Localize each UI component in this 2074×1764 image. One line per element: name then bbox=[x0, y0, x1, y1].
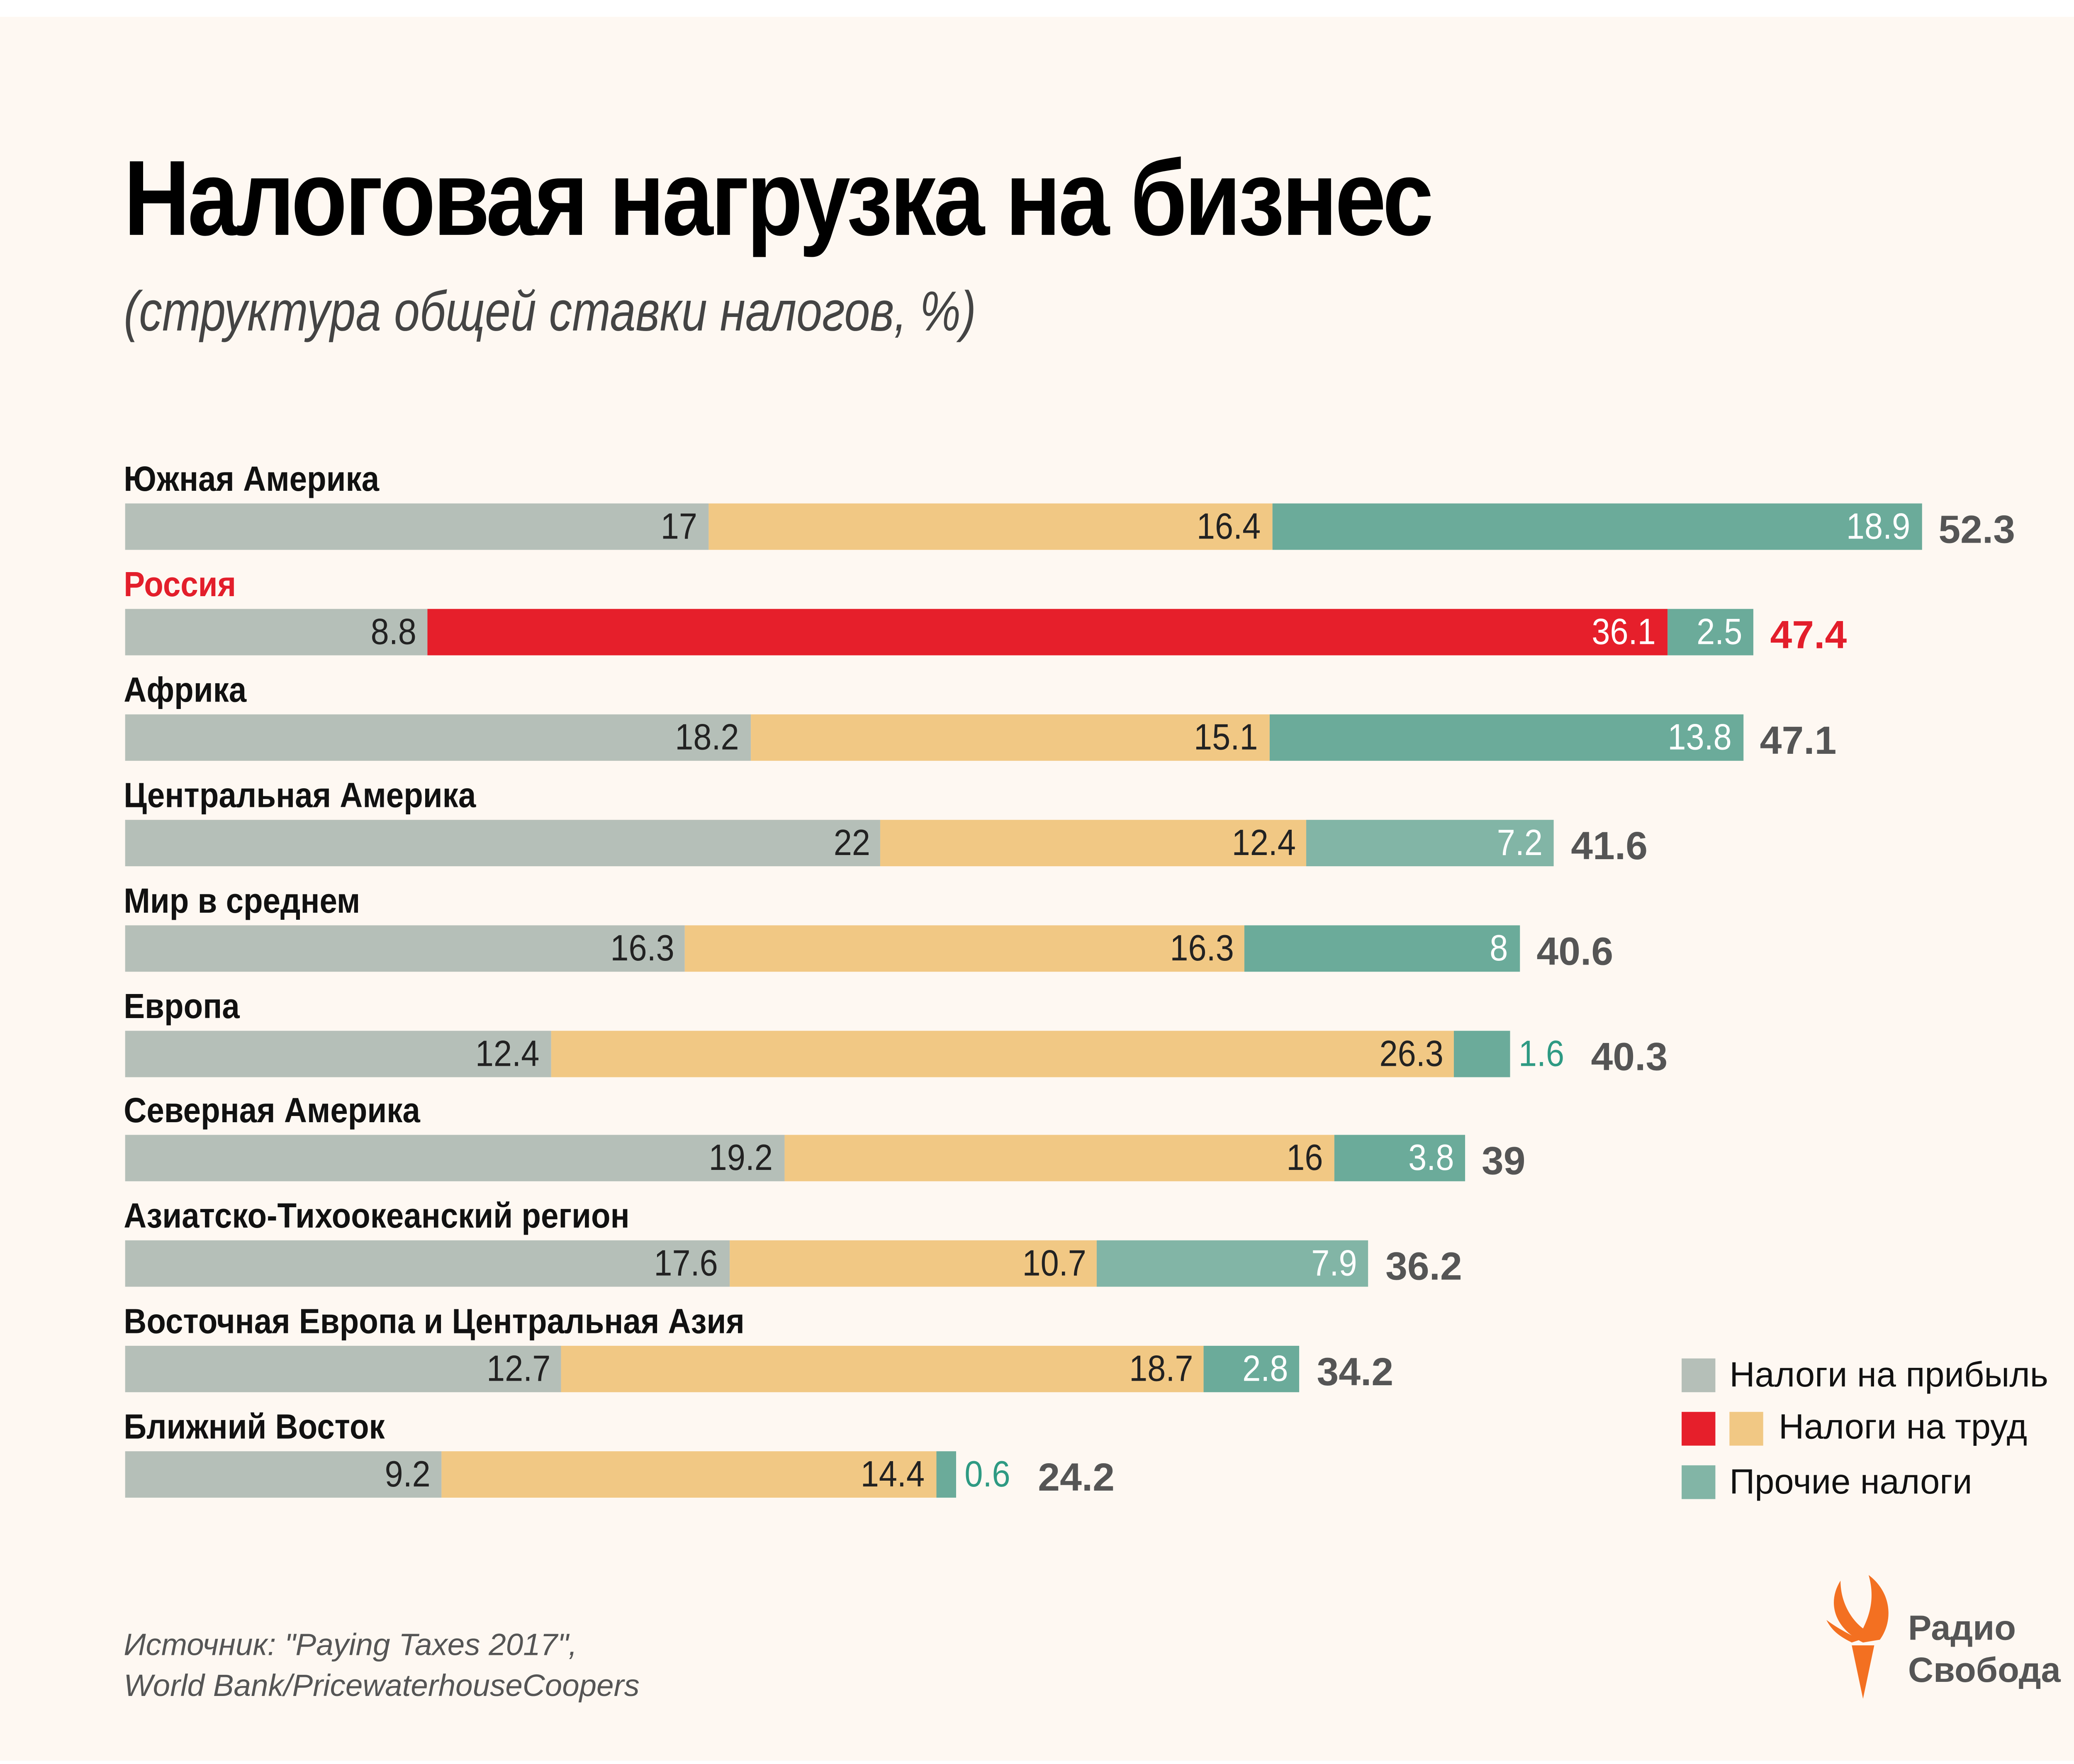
data-label-other: 13.8 bbox=[1667, 715, 1732, 758]
data-label-other: 7.9 bbox=[1312, 1242, 1358, 1284]
logo-line-2: Свобода bbox=[1908, 1651, 2061, 1691]
source-note: Источник: "Paying Taxes 2017", World Ban… bbox=[124, 1624, 639, 1706]
data-label-labor: 16.4 bbox=[1197, 504, 1261, 547]
bar-segment-labor bbox=[730, 1240, 1098, 1287]
bar-segment-other bbox=[1097, 1240, 1369, 1287]
data-label-profit: 12.4 bbox=[476, 1031, 540, 1074]
category-label: Россия bbox=[124, 565, 236, 605]
total-label: 40.6 bbox=[1536, 929, 1614, 973]
bar-segment-other bbox=[1203, 1346, 1300, 1393]
total-label: 39 bbox=[1481, 1139, 1526, 1184]
logo-line-1: Радио bbox=[1908, 1608, 2016, 1648]
chart-title: Налоговая нагрузка на бизнес bbox=[124, 139, 1434, 259]
data-label-other: 8 bbox=[1490, 926, 1509, 969]
total-label: 24.2 bbox=[1038, 1455, 1115, 1499]
chart-subtitle: (структура общей ставки налогов, %) bbox=[124, 281, 976, 344]
source-line-2: World Bank/PricewaterhouseCoopers bbox=[124, 1668, 640, 1703]
data-label-other: 0.6 bbox=[965, 1452, 1011, 1495]
bar-segment-other bbox=[1454, 1030, 1509, 1077]
logo-text: Радио Свобода bbox=[1908, 1607, 2061, 1691]
legend-label-profit: Налоги на прибыль bbox=[1729, 1355, 2048, 1395]
bar-segment-other bbox=[936, 1451, 957, 1498]
data-label-labor: 18.7 bbox=[1128, 1347, 1193, 1390]
bar-segment-other bbox=[1245, 925, 1520, 971]
data-label-profit: 9.2 bbox=[384, 1452, 430, 1495]
bar-segment-profit bbox=[125, 819, 881, 866]
category-label: Северная Америка bbox=[124, 1092, 420, 1131]
data-label-labor: 16 bbox=[1286, 1137, 1323, 1179]
bar-segment-labor bbox=[784, 1135, 1334, 1182]
legend-swatch-labor-russia bbox=[1682, 1412, 1716, 1446]
bar-segment-labor bbox=[750, 714, 1269, 761]
radio-svoboda-torch-icon bbox=[1826, 1575, 1889, 1699]
legend-label-labor: Налоги на труд bbox=[1778, 1408, 2028, 1447]
bar-segment-other bbox=[1667, 609, 1753, 655]
data-label-labor: 12.4 bbox=[1231, 821, 1296, 863]
bar-segment-profit bbox=[125, 1451, 441, 1498]
bar-segment-labor bbox=[441, 1451, 936, 1498]
bar-segment-profit bbox=[125, 714, 750, 761]
legend-label-other: Прочие налоги bbox=[1729, 1462, 1972, 1502]
bar-segment-profit bbox=[125, 1346, 562, 1393]
bar-segment-other bbox=[1307, 819, 1554, 866]
bar-segment-other bbox=[1272, 503, 1922, 550]
data-label-profit: 19.2 bbox=[709, 1137, 774, 1179]
total-label: 47.4 bbox=[1770, 613, 1847, 657]
bar-segment-profit bbox=[125, 1240, 730, 1287]
data-label-labor: 36.1 bbox=[1592, 610, 1656, 653]
bar-segment-other bbox=[1269, 714, 1743, 761]
bar-segment-profit bbox=[125, 1030, 551, 1077]
top-strip bbox=[0, 0, 2074, 17]
data-label-other: 3.8 bbox=[1407, 1137, 1454, 1179]
bar-segment-labor bbox=[561, 1346, 1204, 1393]
data-label-other: 2.5 bbox=[1696, 610, 1742, 653]
total-label: 52.3 bbox=[1938, 507, 2016, 551]
category-label: Мир в среднем bbox=[124, 881, 360, 921]
bar-segment-labor bbox=[685, 925, 1245, 971]
total-label: 36.2 bbox=[1385, 1245, 1462, 1289]
total-label: 40.3 bbox=[1591, 1034, 1668, 1078]
bar-segment-profit bbox=[125, 503, 709, 550]
bar-segment-labor bbox=[427, 609, 1667, 655]
bar-segment-labor bbox=[881, 819, 1307, 866]
data-label-profit: 17 bbox=[661, 504, 698, 547]
category-label: Европа bbox=[124, 986, 240, 1026]
data-label-other: 18.9 bbox=[1846, 504, 1911, 547]
category-label: Центральная Америка bbox=[124, 776, 476, 815]
source-line-1: Источник: "Paying Taxes 2017", bbox=[124, 1627, 577, 1662]
legend-swatch-labor bbox=[1729, 1412, 1763, 1446]
category-label: Восточная Европа и Центральная Азия bbox=[124, 1302, 745, 1342]
bar-segment-labor bbox=[551, 1030, 1455, 1077]
total-label: 41.6 bbox=[1571, 824, 1648, 867]
data-label-profit: 8.8 bbox=[370, 610, 416, 653]
bar-segment-labor bbox=[709, 503, 1273, 550]
total-label: 34.2 bbox=[1317, 1350, 1394, 1394]
bar-segment-profit bbox=[125, 925, 685, 971]
category-label: Азиатско-Тихоокеанский регион bbox=[124, 1197, 630, 1237]
data-label-labor: 16.3 bbox=[1169, 926, 1234, 969]
category-label: Южная Америка bbox=[124, 460, 380, 499]
category-label: Ближний Восток bbox=[124, 1408, 385, 1447]
data-label-labor: 26.3 bbox=[1379, 1031, 1444, 1074]
data-label-labor: 15.1 bbox=[1193, 715, 1258, 758]
data-label-labor: 14.4 bbox=[860, 1452, 925, 1495]
data-label-labor: 10.7 bbox=[1022, 1242, 1086, 1284]
data-label-other: 7.2 bbox=[1497, 821, 1543, 863]
data-label-other: 2.8 bbox=[1243, 1347, 1289, 1390]
bar-segment-profit bbox=[125, 1135, 785, 1182]
data-label-profit: 16.3 bbox=[610, 926, 674, 969]
data-label-profit: 17.6 bbox=[654, 1242, 719, 1284]
legend-swatch-other bbox=[1682, 1465, 1716, 1499]
data-label-profit: 18.2 bbox=[675, 715, 739, 758]
data-label-other: 1.6 bbox=[1518, 1031, 1564, 1074]
data-label-profit: 12.7 bbox=[486, 1347, 550, 1390]
category-label: Африка bbox=[124, 670, 247, 710]
bar-segment-other bbox=[1334, 1135, 1465, 1182]
bar-segment-profit bbox=[125, 609, 428, 655]
legend-swatch-profit bbox=[1682, 1358, 1716, 1392]
total-label: 47.1 bbox=[1760, 718, 1837, 762]
data-label-profit: 22 bbox=[833, 821, 870, 863]
